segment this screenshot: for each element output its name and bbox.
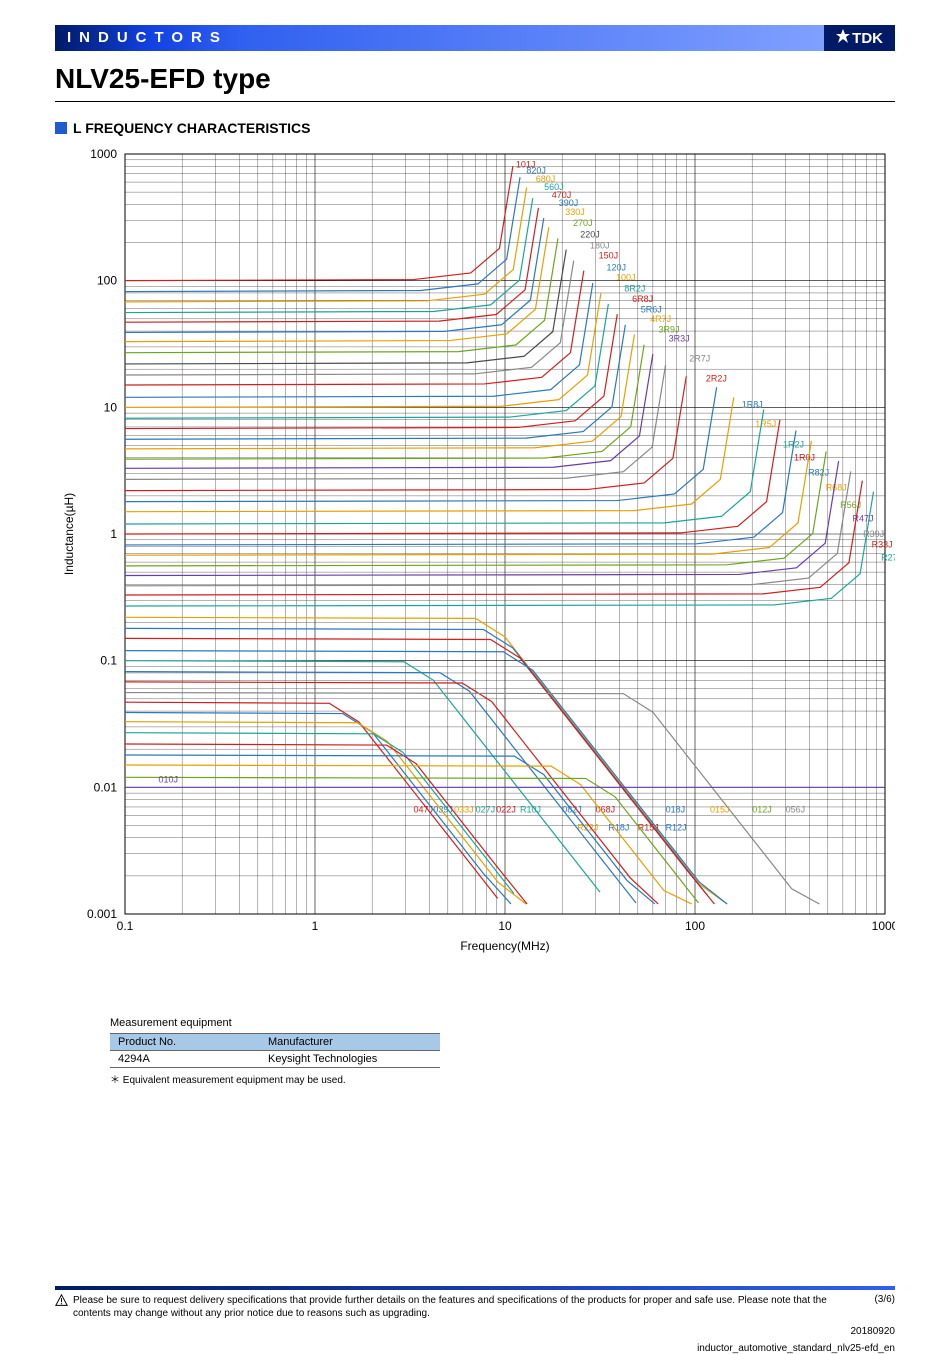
svg-text:5R6J: 5R6J	[641, 305, 662, 315]
header-banner: INDUCTORS TDK	[55, 25, 895, 51]
page-number: (3/6)	[874, 1294, 895, 1305]
svg-text:Inductance(µH): Inductance(µH)	[62, 493, 76, 575]
footer-bar	[55, 1286, 895, 1290]
footer-warning: Please be sure to request delivery speci…	[73, 1294, 864, 1320]
svg-text:R82J: R82J	[808, 467, 829, 477]
svg-text:6R8J: 6R8J	[632, 294, 653, 304]
svg-text:8R2J: 8R2J	[624, 284, 645, 294]
svg-text:10: 10	[498, 919, 512, 933]
table-header: Manufacturer	[260, 1034, 440, 1051]
svg-text:330J: 330J	[565, 207, 585, 217]
table-cell: 4294A	[110, 1051, 260, 1068]
header-gradient	[240, 25, 824, 51]
category-label: INDUCTORS	[55, 25, 240, 51]
table-header: Product No.	[110, 1034, 260, 1051]
svg-text:1R5J: 1R5J	[755, 419, 776, 429]
svg-text:100: 100	[97, 274, 117, 288]
svg-text:R10J: R10J	[520, 804, 541, 814]
svg-text:068J: 068J	[596, 804, 616, 814]
svg-text:0.001: 0.001	[87, 907, 117, 921]
svg-text:10: 10	[104, 400, 118, 414]
svg-text:120J: 120J	[607, 263, 627, 273]
svg-text:012J: 012J	[752, 804, 772, 814]
svg-text:1: 1	[312, 919, 319, 933]
svg-text:0.1: 0.1	[117, 919, 134, 933]
page-footer: Please be sure to request delivery speci…	[55, 1286, 895, 1354]
svg-text:R33J: R33J	[872, 540, 893, 550]
svg-text:056J: 056J	[786, 804, 806, 814]
svg-text:1: 1	[110, 527, 117, 541]
table-caption: Measurement equipment	[110, 1017, 950, 1029]
bullet-icon	[55, 122, 67, 134]
section-header: L FREQUENCY CHARACTERISTICS	[55, 120, 895, 136]
svg-text:100J: 100J	[616, 273, 636, 283]
svg-text:R68J: R68J	[826, 483, 847, 493]
svg-text:2R7J: 2R7J	[689, 354, 710, 364]
svg-text:220J: 220J	[580, 229, 600, 239]
frequency-chart: 0.1 1 10 100 1000 0.001 0.01 0.1 1 10 100 1000 Frequ…	[55, 144, 895, 999]
page-title: NLV25-EFD type	[55, 63, 895, 102]
svg-text:1R8J: 1R8J	[742, 399, 763, 409]
warning-icon	[55, 1294, 68, 1307]
svg-text:015J: 015J	[710, 804, 730, 814]
svg-text:3R3J: 3R3J	[669, 334, 690, 344]
svg-text:4R7J: 4R7J	[650, 314, 671, 324]
svg-text:027J: 027J	[476, 804, 496, 814]
svg-text:1000: 1000	[872, 919, 895, 933]
logo-icon	[836, 29, 850, 47]
svg-text:150J: 150J	[599, 250, 619, 260]
brand-logo: TDK	[824, 25, 895, 51]
svg-text:1R0J: 1R0J	[794, 453, 815, 463]
svg-text:1000: 1000	[90, 147, 117, 161]
svg-text:010J: 010J	[158, 775, 178, 785]
svg-text:R27J: R27J	[881, 552, 895, 562]
equipment-table: Product No. Manufacturer 4294A Keysight …	[110, 1033, 440, 1068]
svg-text:R15J: R15J	[638, 823, 659, 833]
svg-text:100: 100	[685, 919, 705, 933]
svg-text:018J: 018J	[666, 804, 686, 814]
svg-text:R12J: R12J	[666, 823, 687, 833]
brand-text: TDK	[852, 30, 883, 47]
svg-text:2R2J: 2R2J	[706, 373, 727, 383]
svg-text:Frequency(MHz): Frequency(MHz)	[460, 939, 549, 953]
section-title: L FREQUENCY CHARACTERISTICS	[73, 120, 311, 136]
svg-text:033J: 033J	[454, 804, 474, 814]
table-cell: Keysight Technologies	[260, 1051, 440, 1068]
table-note: ＊ Equivalent measurement equipment may b…	[110, 1071, 950, 1086]
equipment-block: Measurement equipment Product No. Manufa…	[110, 1017, 950, 1086]
svg-text:0.01: 0.01	[94, 780, 118, 794]
footer-date: 20180920	[55, 1326, 895, 1337]
svg-text:022J: 022J	[496, 804, 516, 814]
svg-text:270J: 270J	[573, 218, 593, 228]
svg-text:180J: 180J	[590, 240, 610, 250]
svg-text:0.1: 0.1	[100, 654, 117, 668]
